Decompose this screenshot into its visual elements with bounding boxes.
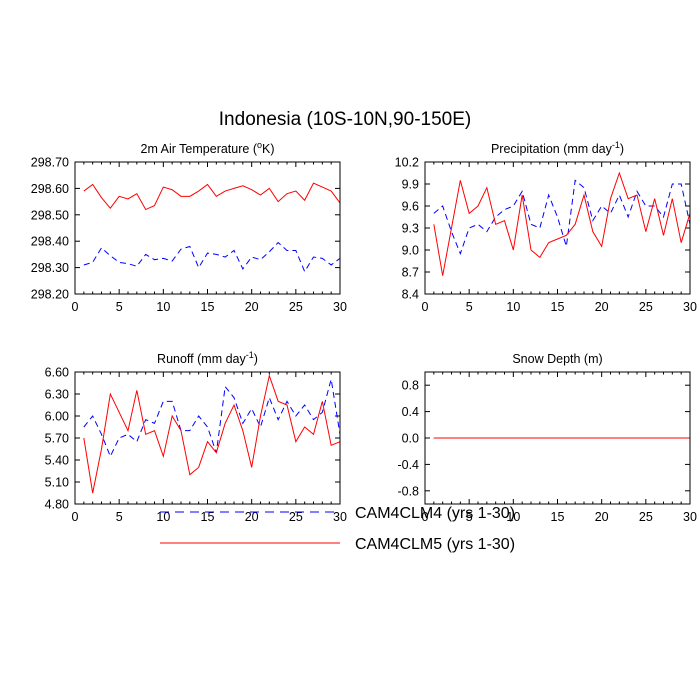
plot-frame — [424, 371, 691, 505]
x-tick-label: 5 — [466, 510, 473, 524]
y-tick-label: 5.10 — [45, 476, 69, 490]
y-tick-label: 0.0 — [402, 432, 419, 446]
panel-title: Precipitation (mm day-1) — [491, 140, 624, 156]
x-tick-label: 30 — [683, 510, 697, 524]
y-tick-label: 298.40 — [31, 235, 69, 249]
x-tick-label: 25 — [289, 510, 303, 524]
panel-title-superscript: -1 — [612, 140, 620, 150]
y-tick-label: 0.4 — [402, 405, 419, 419]
x-tick-label: 15 — [551, 300, 565, 314]
panel-title-main: Snow Depth (m) — [512, 352, 602, 366]
legend-label-cam4clm4: CAM4CLM4 (yrs 1-30) — [355, 505, 515, 522]
panel-4: Snow Depth (m) 0 5 10 15 20 25 30 -0.8 -0.4 0.0 0.4… — [397, 352, 697, 524]
x-tick-label: 10 — [156, 300, 170, 314]
x-tick-label: 30 — [333, 300, 347, 314]
x-tick-label: 30 — [683, 300, 697, 314]
x-tick-label: 0 — [422, 300, 429, 314]
figure-title: Indonesia (10S-10N,90-150E) — [219, 109, 471, 130]
x-tick-label: 25 — [639, 300, 653, 314]
series-line-cam4clm5 — [83, 182, 341, 211]
y-tick-label: 298.30 — [31, 261, 69, 275]
legend: CAM4CLM4 (yrs 1-30) CAM4CLM5 (yrs 1-30) — [160, 505, 515, 553]
x-tick-label: 5 — [116, 300, 123, 314]
y-tick-label: 298.70 — [31, 156, 69, 170]
y-tick-label: 9.3 — [402, 222, 419, 236]
series-line-cam4clm4 — [83, 241, 341, 273]
x-tick-label: 10 — [156, 510, 170, 524]
y-tick-label: 298.50 — [31, 208, 69, 222]
series-line-cam4clm5 — [83, 373, 341, 494]
x-tick-label: 30 — [333, 510, 347, 524]
x-tick-label: 0 — [422, 510, 429, 524]
panel-title-end: ) — [254, 352, 258, 366]
panel-title-end: ) — [620, 142, 624, 156]
y-tick-label: 8.7 — [402, 266, 419, 280]
y-tick-label: 6.30 — [45, 388, 69, 402]
series-line-cam4clm4 — [433, 179, 691, 256]
panel-title-superscript: -1 — [246, 350, 254, 360]
x-tick-label: 25 — [639, 510, 653, 524]
x-tick-label: 10 — [506, 510, 520, 524]
y-tick-label: 6.00 — [45, 410, 69, 424]
y-tick-label: 298.60 — [31, 182, 69, 196]
x-tick-label: 10 — [506, 300, 520, 314]
x-tick-label: 20 — [595, 510, 609, 524]
y-tick-label: 9.6 — [402, 200, 419, 214]
x-tick-label: 20 — [595, 300, 609, 314]
x-tick-label: 5 — [116, 510, 123, 524]
panel-2: Precipitation (mm day-1) 0 5 10 15 20 25 30 8.4 8… — [395, 140, 697, 314]
x-tick-label: 0 — [72, 510, 79, 524]
y-tick-label: 298.20 — [31, 288, 69, 302]
panel-1: 2m Air Temperature (oK) 0 5 10 15 20 25 30 298.2… — [31, 140, 347, 314]
y-tick-label: 9.9 — [402, 178, 419, 192]
series-line-cam4clm4 — [83, 379, 341, 458]
x-tick-label: 15 — [201, 510, 215, 524]
plot-frame — [424, 161, 691, 295]
panel-title: Snow Depth (m) — [512, 352, 602, 366]
panel-title-superscript: o — [257, 140, 262, 150]
y-tick-label: 9.0 — [402, 244, 419, 258]
panel-title: Runoff (mm day-1) — [157, 350, 258, 366]
panel-title-end: K) — [262, 142, 275, 156]
x-tick-label: 15 — [551, 510, 565, 524]
y-tick-label: 5.70 — [45, 432, 69, 446]
series-line-cam4clm5 — [433, 171, 691, 276]
plot-frame — [74, 371, 341, 505]
x-tick-label: 15 — [201, 300, 215, 314]
y-tick-label: 5.40 — [45, 454, 69, 468]
panel-3: Runoff (mm day-1) 0 5 10 15 20 25 30 4.80 5.10 5.4… — [45, 350, 347, 524]
y-tick-label: 8.4 — [402, 288, 419, 302]
panels: 2m Air Temperature (oK) 0 5 10 15 20 25 30 298.2… — [31, 140, 697, 524]
y-tick-label: 6.60 — [45, 366, 69, 380]
x-tick-label: 25 — [289, 300, 303, 314]
y-tick-label: 10.2 — [395, 156, 419, 170]
x-tick-label: 0 — [72, 300, 79, 314]
panel-title: 2m Air Temperature (oK) — [141, 140, 275, 156]
x-tick-label: 5 — [466, 300, 473, 314]
y-tick-label: -0.8 — [397, 484, 419, 498]
x-tick-label: 20 — [245, 300, 259, 314]
y-tick-label: 4.80 — [45, 498, 69, 512]
x-tick-label: 20 — [245, 510, 259, 524]
plot-frame — [74, 161, 341, 295]
legend-label-cam4clm5: CAM4CLM5 (yrs 1-30) — [355, 536, 515, 553]
panel-title-main: Precipitation (mm day — [491, 142, 613, 156]
y-tick-label: -0.4 — [397, 458, 419, 472]
y-tick-label: 0.8 — [402, 379, 419, 393]
panel-title-main: Runoff (mm day — [157, 352, 246, 366]
panel-title-main: 2m Air Temperature ( — [141, 142, 258, 156]
